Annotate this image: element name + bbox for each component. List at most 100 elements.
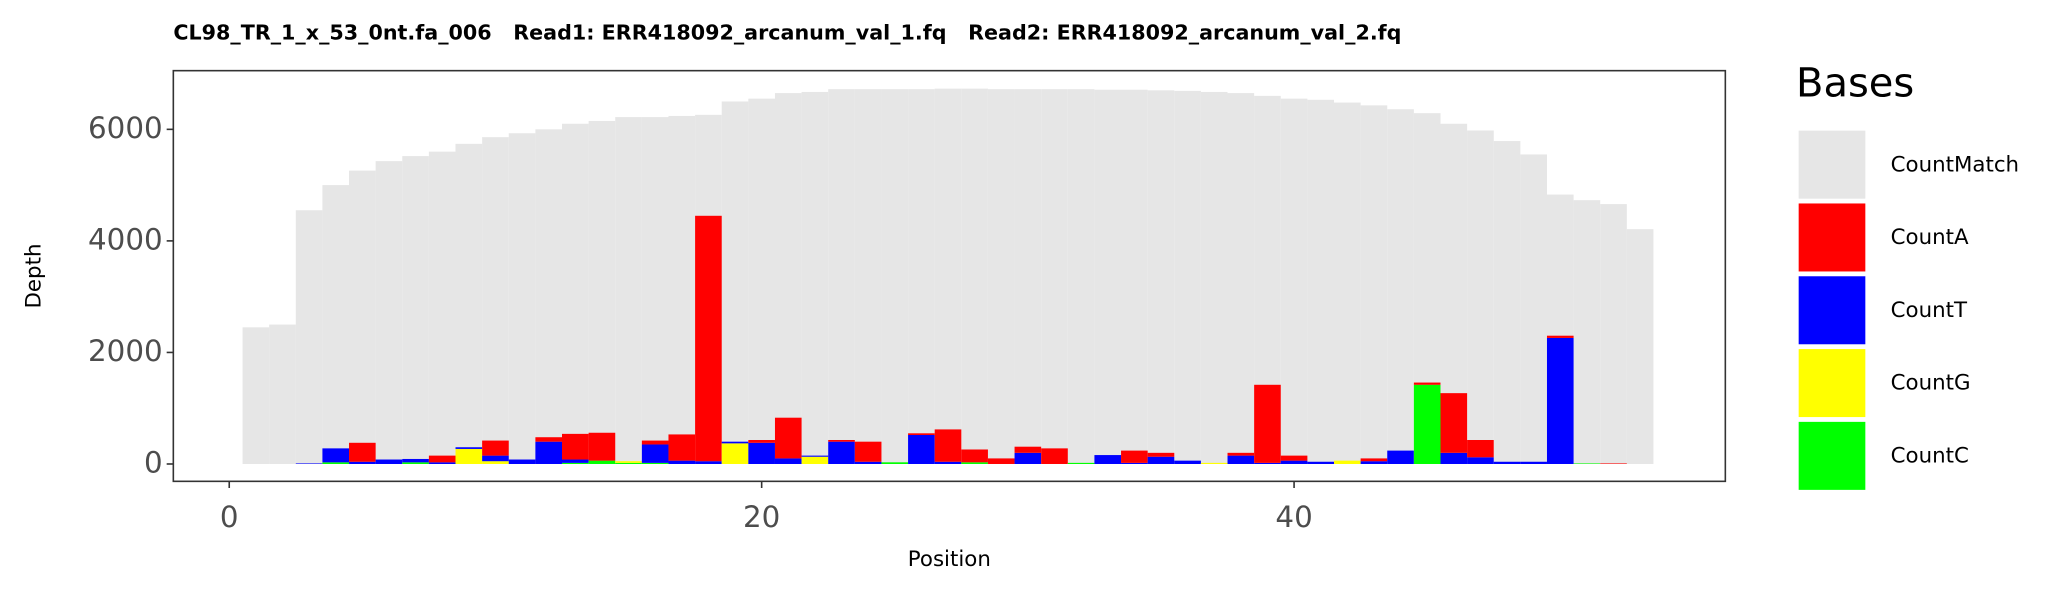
bar: [1121, 89, 1148, 464]
bar: [269, 324, 296, 464]
bar: [588, 432, 616, 461]
legend-key: [1798, 276, 1866, 345]
bar: [748, 442, 775, 464]
bar: [908, 89, 935, 464]
bar: [1227, 452, 1255, 456]
bar: [721, 441, 749, 444]
bar: [295, 210, 323, 464]
bar: [561, 459, 589, 463]
bar: [482, 455, 509, 462]
bar: [774, 93, 802, 464]
legend-label: CountMatch: [1891, 152, 2019, 177]
bar: [1413, 382, 1441, 385]
legend-key: [1798, 130, 1866, 199]
bar: [1174, 90, 1201, 464]
legend-key: [1798, 349, 1866, 418]
bar: [482, 440, 509, 456]
bar: [641, 462, 669, 464]
bar: [721, 443, 749, 464]
bar: [1067, 89, 1095, 464]
bar: [1280, 460, 1308, 464]
bar: [908, 433, 935, 435]
bar: [1467, 130, 1494, 464]
bar: [1254, 462, 1281, 464]
bar: [428, 455, 456, 463]
bar: [961, 462, 988, 464]
bar: [508, 459, 536, 464]
bar: [987, 89, 1015, 464]
y-tick-label: 0: [144, 445, 163, 479]
bar: [455, 143, 483, 464]
bar: [961, 449, 988, 463]
bar: [748, 98, 775, 464]
bar: [455, 448, 483, 464]
bar: [1067, 462, 1095, 464]
bar: [1307, 99, 1335, 464]
bar: [455, 447, 483, 449]
bar: [428, 151, 456, 464]
bar: [615, 117, 642, 464]
bar: [695, 215, 722, 462]
bar: [402, 462, 429, 464]
bar: [1041, 89, 1068, 464]
bar: [1600, 204, 1627, 464]
bar: [934, 461, 962, 464]
bar: [987, 458, 1015, 464]
bar: [908, 434, 935, 464]
bar: [428, 462, 456, 464]
bar: [1467, 457, 1494, 464]
bar: [1360, 461, 1388, 464]
bar: [748, 440, 775, 443]
bar: [1440, 393, 1468, 453]
bar: [828, 441, 855, 464]
bar: [1121, 462, 1148, 464]
bar: [801, 455, 829, 457]
bar: [322, 448, 350, 463]
bar: [322, 185, 350, 464]
bar: [1546, 337, 1574, 464]
bar: [668, 460, 696, 464]
bar: [828, 89, 855, 464]
bar: [1626, 229, 1654, 464]
bar: [535, 441, 562, 464]
bar: [695, 461, 722, 464]
bar: [934, 88, 962, 464]
bar: [535, 437, 562, 442]
bar: [615, 462, 642, 464]
bar: [1094, 455, 1122, 464]
bar: [774, 458, 802, 464]
panel-border: [172, 69, 1727, 483]
legend-label: CountC: [1891, 444, 1969, 469]
bar: [1493, 461, 1521, 464]
bar: [1014, 452, 1042, 464]
bar: [961, 88, 988, 464]
bar: [402, 458, 429, 463]
bar: [349, 442, 376, 462]
bar: [561, 433, 589, 460]
bar: [641, 444, 669, 463]
bar: [1413, 384, 1441, 464]
bar: [721, 101, 749, 464]
bar: [1360, 458, 1388, 462]
bar: [854, 441, 882, 462]
bar: [854, 89, 882, 464]
legend-key: [1798, 421, 1866, 490]
bar: [1014, 446, 1042, 453]
x-tick-label: 0: [220, 500, 239, 534]
y-tick-label: 4000: [88, 222, 163, 256]
legend-label: CountT: [1891, 298, 1968, 323]
bar: [1520, 461, 1547, 464]
bar: [1573, 463, 1601, 464]
bar: [1440, 452, 1468, 464]
legend-label: CountA: [1891, 225, 1969, 250]
x-axis-title: Position: [908, 547, 991, 572]
bar: [1147, 90, 1175, 464]
bar: [1147, 456, 1175, 464]
chart-title: CL98_TR_1_x_53_0nt.fa_006 Read1: ERR4180…: [173, 20, 1401, 44]
bar: [881, 89, 909, 464]
bar: [375, 459, 403, 464]
bar: [1493, 141, 1521, 464]
bar: [1200, 462, 1228, 464]
bar: [349, 170, 376, 464]
